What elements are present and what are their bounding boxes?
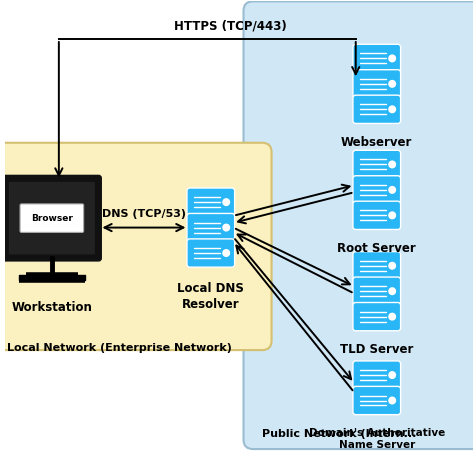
FancyBboxPatch shape <box>353 95 401 123</box>
FancyBboxPatch shape <box>3 176 101 261</box>
FancyBboxPatch shape <box>353 386 401 415</box>
Circle shape <box>389 81 395 87</box>
Circle shape <box>389 263 395 269</box>
FancyBboxPatch shape <box>353 150 401 179</box>
FancyBboxPatch shape <box>353 70 401 98</box>
FancyBboxPatch shape <box>9 182 95 255</box>
Text: Browser: Browser <box>31 214 73 223</box>
FancyBboxPatch shape <box>244 1 474 449</box>
Circle shape <box>223 224 229 231</box>
Circle shape <box>389 187 395 193</box>
FancyBboxPatch shape <box>353 361 401 389</box>
FancyBboxPatch shape <box>187 239 235 267</box>
Circle shape <box>389 372 395 378</box>
Text: TLD Server: TLD Server <box>340 343 413 356</box>
Text: DNS (TCP/53): DNS (TCP/53) <box>102 209 186 219</box>
Circle shape <box>389 212 395 219</box>
Text: Local Network (Enterprise Network): Local Network (Enterprise Network) <box>8 343 232 353</box>
Text: Domain's Authoritative
Name Server: Domain's Authoritative Name Server <box>309 428 445 450</box>
FancyBboxPatch shape <box>353 176 401 204</box>
Text: HTTPS (TCP/443): HTTPS (TCP/443) <box>174 19 287 32</box>
FancyBboxPatch shape <box>353 302 401 331</box>
FancyBboxPatch shape <box>187 188 235 216</box>
FancyBboxPatch shape <box>353 252 401 280</box>
Circle shape <box>223 250 229 256</box>
Text: Webserver: Webserver <box>341 136 412 149</box>
FancyBboxPatch shape <box>0 143 272 350</box>
FancyBboxPatch shape <box>353 201 401 229</box>
Text: Root Server: Root Server <box>337 242 416 255</box>
FancyBboxPatch shape <box>20 204 83 232</box>
Circle shape <box>389 288 395 294</box>
FancyBboxPatch shape <box>187 213 235 242</box>
Circle shape <box>223 199 229 205</box>
Circle shape <box>389 397 395 404</box>
Circle shape <box>389 161 395 168</box>
Circle shape <box>389 55 395 62</box>
FancyBboxPatch shape <box>353 44 401 73</box>
Text: Public Network (Intern...: Public Network (Intern... <box>262 428 417 438</box>
FancyBboxPatch shape <box>353 277 401 305</box>
Circle shape <box>389 313 395 320</box>
Text: Workstation: Workstation <box>11 301 92 314</box>
Circle shape <box>389 106 395 113</box>
Text: Local DNS
Resolver: Local DNS Resolver <box>177 282 244 311</box>
